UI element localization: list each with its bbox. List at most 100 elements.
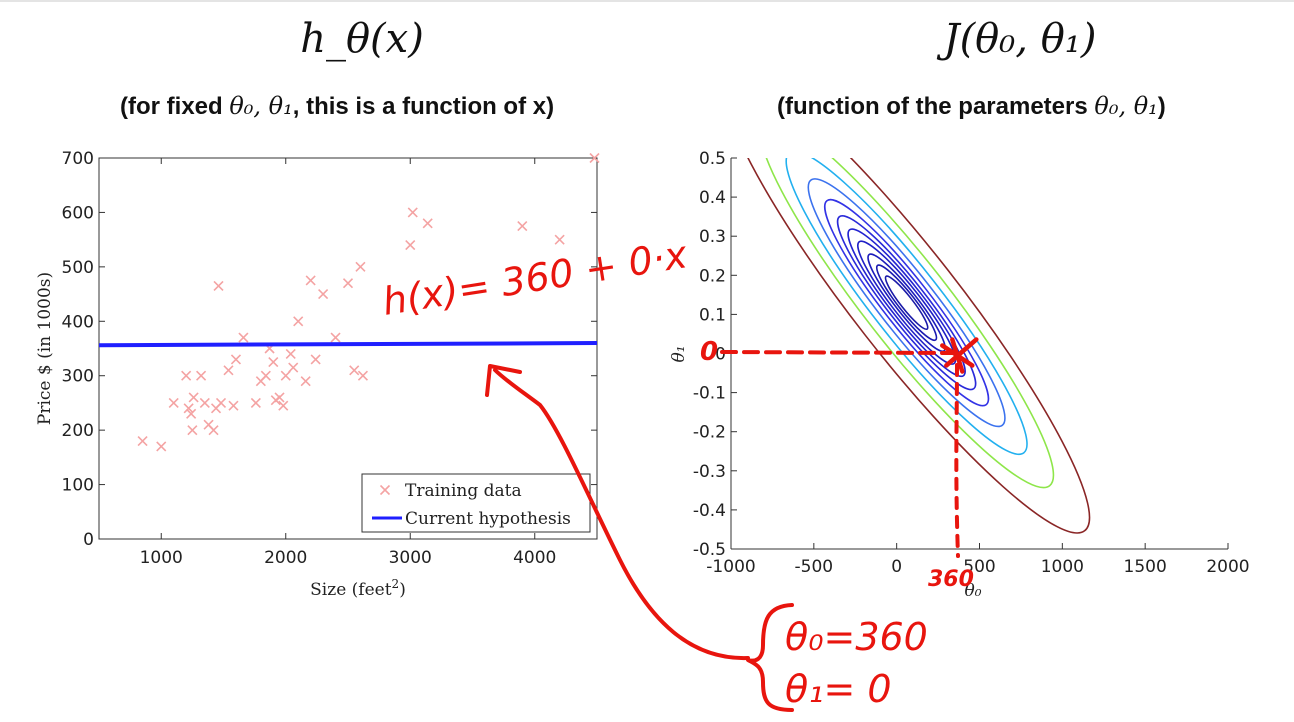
training-data-point (199, 397, 210, 408)
theta1-equation-ink: θ₁= 0 (785, 667, 892, 711)
x-tick-label: 4000 (513, 548, 556, 568)
y-tick-label: 700 (62, 149, 94, 169)
training-data-point (208, 425, 219, 436)
contour-line (807, 178, 1006, 428)
training-data-point (137, 435, 148, 447)
training-data-point (181, 370, 192, 381)
training-data-point (230, 354, 242, 365)
hypothesis-equation-ink: h(x)= 360 + 0·x (380, 232, 691, 324)
zero-mark-ink: 0 (700, 337, 718, 367)
x-tick-label: 3000 (389, 548, 432, 568)
x360-mark-ink: 360 (928, 567, 974, 592)
left-subtitle-math: θ₀, θ₁ (229, 92, 293, 120)
vertical-guide (954, 363, 960, 558)
parameter-bracket (746, 603, 794, 712)
training-data-point (260, 370, 271, 381)
training-data-point (288, 362, 299, 373)
marked-parameter-point (940, 337, 979, 374)
training-data-point (213, 280, 224, 291)
y-axis-label: θ₁ (669, 345, 689, 362)
training-data-point (293, 316, 304, 327)
top-divider (0, 0, 1294, 2)
y-tick-label: 0.3 (699, 227, 726, 247)
hypothesis-line (98, 341, 598, 348)
training-data-point (589, 152, 600, 164)
y-tick-label: 600 (62, 203, 94, 223)
training-data-point (355, 261, 366, 272)
training-data-point (278, 400, 289, 411)
training-data-point (238, 332, 249, 343)
training-data-point (215, 397, 227, 408)
training-data-point (310, 354, 321, 365)
training-data-point (349, 365, 360, 376)
left-subtitle-post: , this is a function of x) (292, 93, 555, 120)
y-tick-label: 400 (62, 312, 94, 332)
x-axis-label: θ₀ (964, 581, 981, 601)
x-tick-label: 1000 (1041, 557, 1084, 577)
y-tick-label: 0.2 (699, 266, 726, 286)
y-tick-label: 0 (83, 530, 94, 550)
legend-label-hypothesis: Current hypothesis (405, 509, 571, 529)
contour-line (847, 228, 966, 378)
contour-line (875, 264, 938, 342)
x-tick-label: 2000 (1206, 557, 1249, 577)
y-tick-label: 300 (62, 367, 94, 387)
x-tick-label: 500 (963, 557, 995, 577)
training-data-series (137, 152, 600, 452)
x-axis-label: Size (feet2) (310, 577, 406, 600)
training-data-point (186, 408, 197, 419)
y-tick-label: 200 (62, 421, 94, 441)
training-data-point (517, 220, 528, 232)
right-subtitle-post: ) (1157, 93, 1166, 120)
x-tick-label: 0 (891, 557, 902, 577)
contour-lines (731, 158, 1091, 534)
legend-box (361, 473, 591, 533)
training-data-point (250, 397, 261, 408)
contour-line (884, 275, 929, 331)
y-tick-label: 0.4 (699, 188, 726, 208)
left-subtitle-pre: (for fixed (120, 93, 230, 120)
y-tick-label: 100 (62, 476, 94, 496)
x-tick-label: -1000 (706, 557, 755, 577)
x-tick-label: -500 (795, 557, 834, 577)
left-subtitle: (for fixed θ₀, θ₁, this is a function of… (120, 92, 554, 121)
y-tick-label: 500 (62, 258, 94, 278)
contour-line (857, 240, 957, 365)
training-data-point (168, 397, 179, 408)
theta0-equation-ink: θ₀=360 (785, 615, 928, 659)
training-data-point (274, 392, 285, 403)
right-subtitle-pre: (function of the parameters (777, 93, 1095, 120)
contour-line (758, 158, 1055, 489)
right-subtitle-math: θ₀, θ₁ (1094, 92, 1158, 120)
right-title: J(θ₀, θ₁) (943, 16, 1097, 62)
contour-line (785, 158, 1028, 456)
training-data-point (187, 425, 198, 436)
arrow-curve (493, 368, 750, 661)
training-data-point (268, 357, 279, 368)
horizontal-guide (720, 350, 957, 355)
y-tick-label: -0.4 (693, 501, 726, 521)
training-data-point (422, 218, 433, 229)
legend: Training data Current hypothesis (361, 473, 591, 533)
y-tick-label: 0.1 (699, 305, 726, 325)
contour-line (824, 198, 990, 407)
right-subtitle: (function of the parameters θ₀, θ₁) (777, 92, 1166, 121)
y-tick-label: 0.5 (699, 149, 726, 169)
x-tick-label: 2000 (264, 548, 307, 568)
legend-label-training: Training data (405, 481, 522, 501)
training-data-point (280, 370, 291, 381)
y-axis-label: Price $ (in 1000s) (35, 272, 55, 425)
training-data-point (228, 400, 239, 411)
legend-marker-training (379, 484, 391, 496)
training-data-point (183, 403, 194, 414)
training-data-point (300, 376, 311, 387)
training-data-point (407, 207, 418, 218)
contour-line (867, 253, 946, 353)
y-tick-label: -0.1 (693, 384, 726, 404)
y-tick-label: -0.3 (693, 462, 726, 482)
training-data-point (156, 441, 167, 452)
